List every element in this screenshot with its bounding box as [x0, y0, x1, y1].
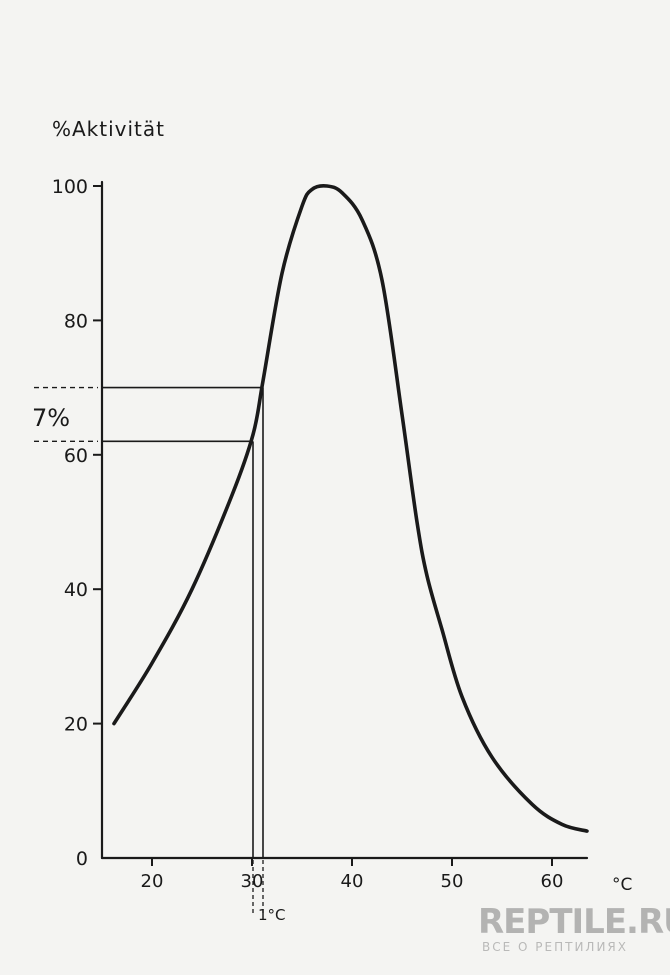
y-tick-label-20: 20: [64, 714, 88, 736]
x-tick-label-60: 60: [541, 871, 564, 892]
axes: [100, 180, 589, 860]
y-tick-label-60: 60: [64, 445, 88, 467]
x-tick-label-30: 30: [241, 871, 264, 892]
x-tick-label-50: 50: [441, 871, 464, 892]
y-tick-label-40: 40: [64, 579, 88, 601]
y-axis-label: %Aktivität: [52, 117, 165, 141]
watermark-subtitle: ВСЕ О РЕПТИЛИЯХ: [482, 940, 628, 954]
activity-curve: [112, 184, 589, 833]
guide-lines: [34, 386, 264, 914]
temperature-difference-label: 1°C: [258, 906, 286, 924]
watermark-title: REPTILE.RU: [478, 902, 670, 942]
watermark-logo: REPTILE.RU ВСЕ О РЕПТИЛИЯХ: [470, 892, 670, 972]
y-tick-label-0: 0: [76, 848, 88, 870]
ticks: 0 20 40 60 80 100 20 30 40 50 60: [52, 176, 564, 892]
x-axis-label: °C: [612, 875, 632, 895]
difference-label: 7%: [32, 404, 70, 432]
y-tick-label-80: 80: [64, 310, 88, 332]
x-tick-label-20: 20: [141, 871, 164, 892]
x-tick-label-40: 40: [341, 871, 364, 892]
y-tick-label-100: 100: [52, 176, 88, 198]
